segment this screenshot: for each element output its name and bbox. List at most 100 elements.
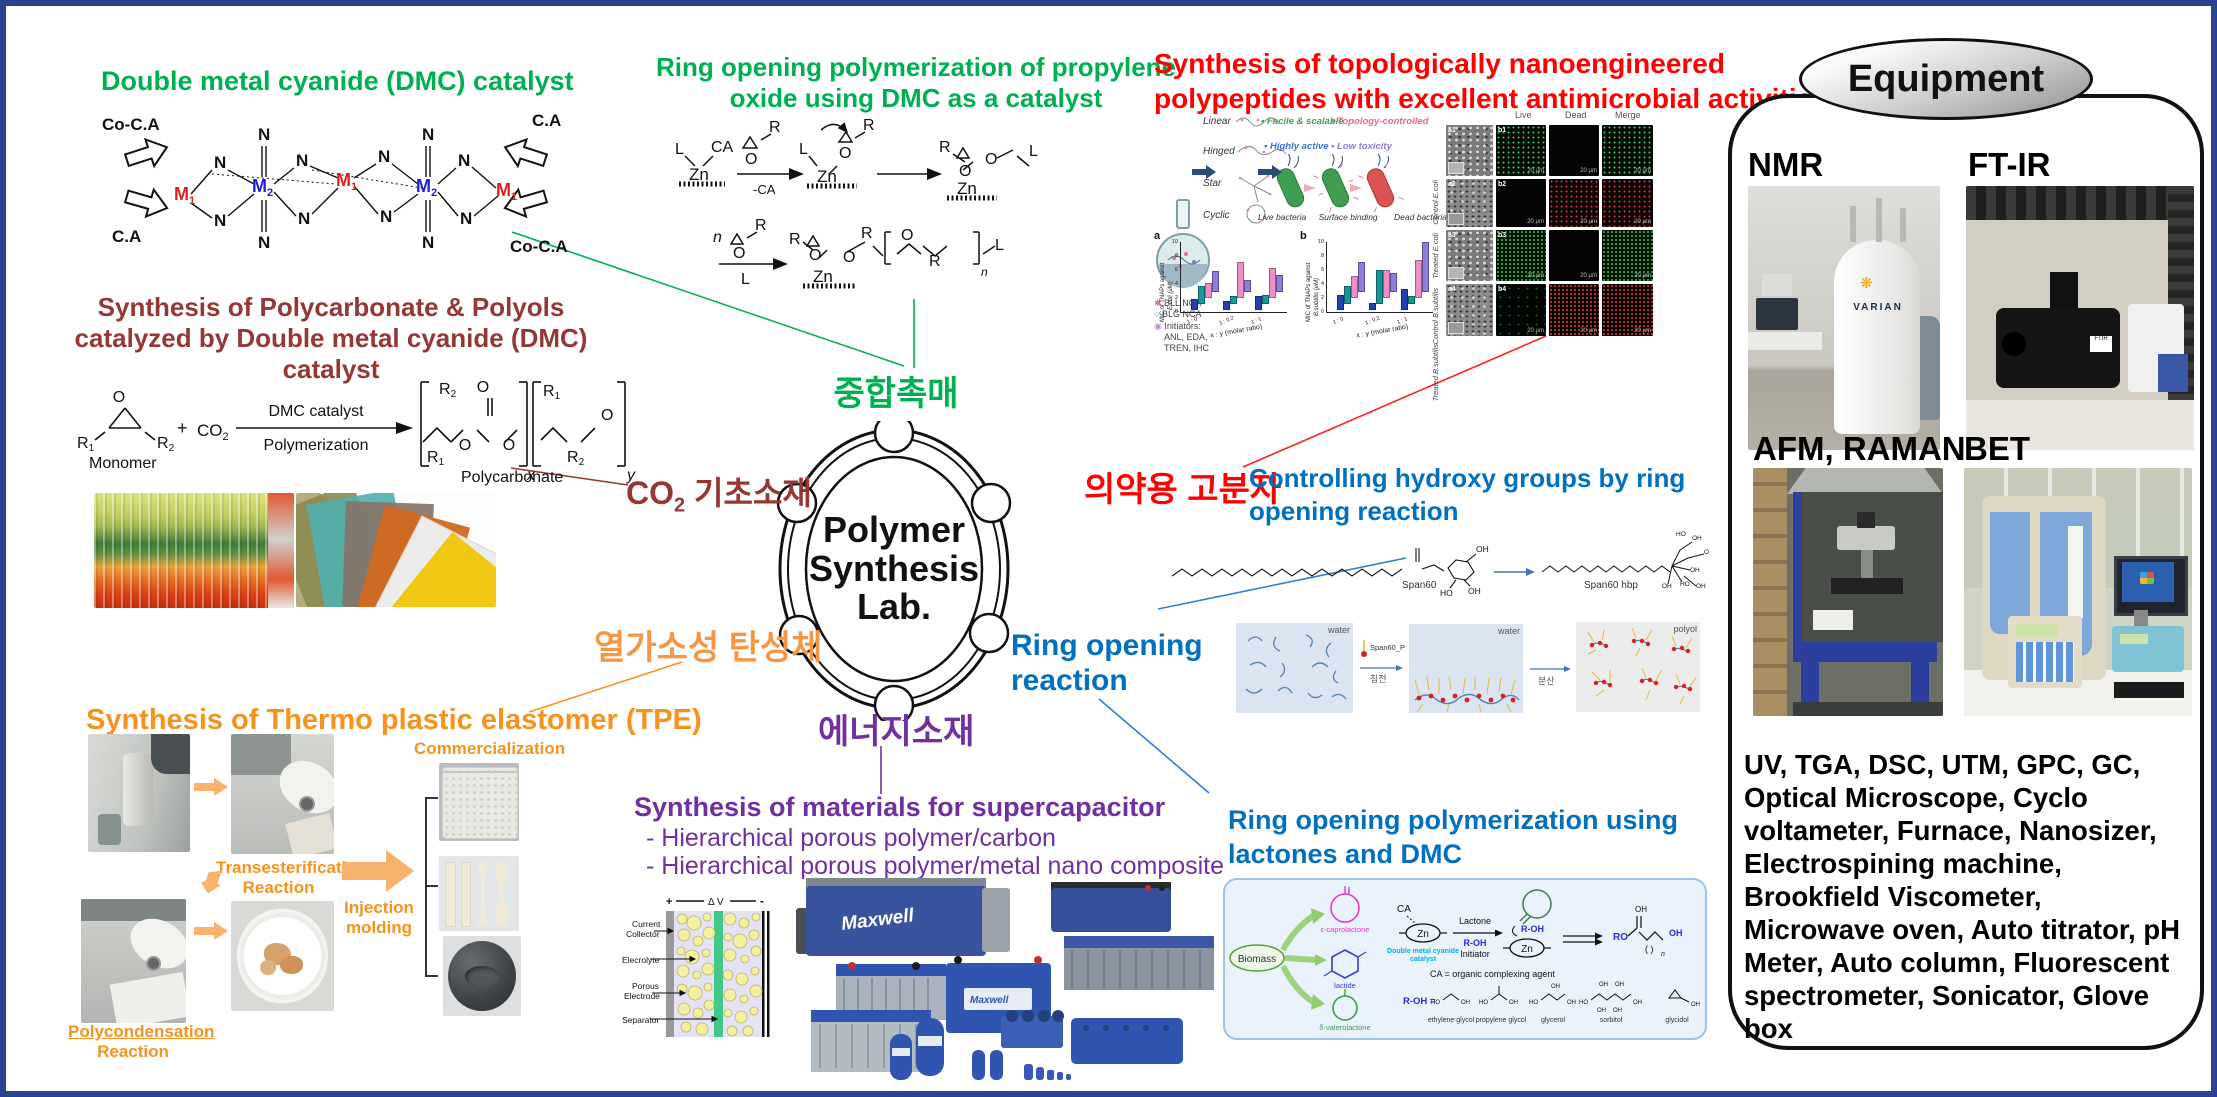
supercap-bullet-1: - Hierarchical porous polymer/carbon	[646, 824, 1056, 852]
tpe-glove-photo-2	[81, 899, 186, 1023]
mic-bar	[1244, 279, 1251, 292]
mic-bar	[1262, 295, 1269, 304]
paren-n: ( )	[1645, 944, 1654, 954]
roh-complex: R-OH	[1521, 924, 1544, 934]
span-title: Controlling hydroxy groups by ring openi…	[1249, 462, 1685, 527]
pep-bullet-4: • Low toxicity	[1331, 141, 1392, 152]
span60-hbp-label: Span60 hbp	[1584, 580, 1638, 591]
monomer-label: Monomer	[89, 455, 157, 472]
oh: OH	[1551, 984, 1560, 990]
topo-star: Star	[1203, 178, 1222, 189]
nmr-label: NMR	[1748, 146, 1824, 183]
spoke-label-pharma: 의약용 고분자	[1084, 471, 1282, 509]
header-live: Live	[1515, 110, 1532, 120]
oh-label: OH	[1662, 583, 1672, 590]
current-collector-label1: Current	[632, 919, 661, 929]
l-ligand: L	[741, 271, 750, 288]
varian-logo-icon: ❋	[1860, 275, 1873, 292]
initiator-label: Initiator	[1460, 949, 1490, 959]
o-epoxide: O	[959, 163, 971, 180]
varian-text: VARIAN	[1853, 302, 1903, 313]
bullet-dot: •	[1264, 141, 1270, 152]
n-atom: N	[214, 153, 226, 172]
oh-label: OH	[1692, 535, 1702, 542]
ca-bottomleft: C.A	[112, 227, 141, 246]
water-label: water	[1497, 626, 1520, 636]
l-ligand: L	[675, 141, 684, 158]
ester-o2: O	[503, 437, 515, 454]
tpe-reactor-photo	[88, 734, 190, 852]
delta-v-label: Δ V	[708, 897, 724, 908]
mic-bar	[1269, 267, 1276, 298]
o-alkoxide: O	[985, 151, 997, 168]
hub-title-line1: Polymer	[822, 509, 966, 550]
co2-subscript: 2	[674, 494, 686, 517]
oh: OH	[1509, 1000, 1518, 1006]
mic-bar	[1422, 241, 1429, 292]
commercialization-label: Commercialization	[414, 739, 566, 758]
dmc-catalyst-label1: Double metal cyanide	[1387, 948, 1459, 955]
dead-tile-1: 20 μm	[1549, 125, 1599, 176]
blg-marker: ○	[1154, 309, 1162, 320]
y-tick: 8	[1320, 253, 1324, 259]
tpe-arrow-down-left	[200, 870, 222, 894]
ethylene-glycol-label: ethylene glycol	[1428, 1017, 1475, 1024]
live-tile-b3: b3 20 μm	[1496, 230, 1546, 281]
nmr-photo: ❋ VARIAN	[1748, 186, 1940, 450]
ho: HO	[1431, 1000, 1440, 1006]
spoke-label-ring-opening: Ring opening reaction	[1011, 629, 1203, 698]
mic-bar	[1369, 302, 1376, 310]
coca-bottomright: Co-C.A	[510, 237, 568, 256]
po-mechanism: L CA Zn R O -CA L O R Zn R O O L Zn n R …	[675, 117, 1038, 289]
porous-electrode-label1: Porous	[632, 981, 659, 991]
surface-binding-label: Surface binding	[1318, 212, 1378, 222]
hub-title: Polymer Synthesis Lab.	[794, 509, 994, 628]
lactone-above-arrow: Lactone	[1459, 916, 1491, 926]
afm-raman-photo	[1753, 468, 1943, 716]
merge-tile-4: 20 μm	[1602, 284, 1653, 336]
n-sub: n	[1661, 951, 1665, 958]
electrolyte-label: Elecrolyte	[622, 955, 660, 965]
header-dead: Dead	[1565, 110, 1587, 120]
pellets-photo	[439, 763, 519, 841]
mic-chart-b: b MIC of TNAPs against B.subtilis (μM) 0…	[1298, 230, 1440, 340]
ring-line2: reaction	[1011, 663, 1128, 697]
y-tick: 6	[1174, 267, 1178, 273]
mic-bar	[1415, 260, 1422, 298]
row-label-3: Control B.subtilis	[1431, 288, 1440, 345]
bullet-dot: •	[1261, 116, 1267, 127]
r2-label: R2	[157, 435, 175, 454]
mic-bar	[1351, 275, 1358, 298]
colored-sheets-fan-photo	[296, 493, 496, 607]
supercap-title: Synthesis of materials for supercapacito…	[634, 792, 1166, 822]
flask-arrows	[1192, 165, 1282, 179]
mic-bar	[1276, 274, 1283, 292]
lac-title-line2: lactones and DMC	[1228, 838, 1463, 869]
n-atom: N	[422, 233, 434, 252]
row-label-4: Treated B.subtilis	[1431, 344, 1440, 402]
coca-topleft: Co-C.A	[102, 115, 160, 134]
lactide-label: lactide	[1334, 981, 1356, 990]
topology-sketches	[1235, 117, 1287, 224]
r-group: R	[755, 217, 767, 234]
dead-tile-2: 20 μm	[1549, 179, 1599, 227]
mic-bar	[1337, 294, 1344, 310]
po-title: Ring opening polymerization of propylene…	[651, 52, 1181, 114]
oh-label: OH	[1696, 583, 1706, 590]
x-tick: 1 : 0	[1186, 316, 1199, 326]
spoke-label-elastomer: 열가소성 탄성체	[594, 629, 823, 667]
ho: HO	[1529, 1000, 1538, 1006]
hub-title-line3: Lab.	[856, 586, 931, 628]
transesterification-label: Transesterification Reaction	[216, 858, 368, 898]
lactone-title: Ring opening polymerization using lacton…	[1228, 804, 1678, 872]
r-group: R	[863, 117, 875, 134]
current-collector-label2: Collector	[626, 929, 660, 939]
mic-bar	[1191, 299, 1198, 310]
chart-b-xlabel: x : y (molar ratio)	[1355, 323, 1409, 340]
span-arrow-2: 분산	[1530, 666, 1571, 686]
dead-tile-3: 20 μm	[1549, 230, 1599, 281]
pep-bullet-3: • Highly active	[1264, 141, 1329, 152]
o-epoxide: O	[839, 145, 851, 162]
roh-below-arrow: R-OH	[1464, 938, 1487, 948]
